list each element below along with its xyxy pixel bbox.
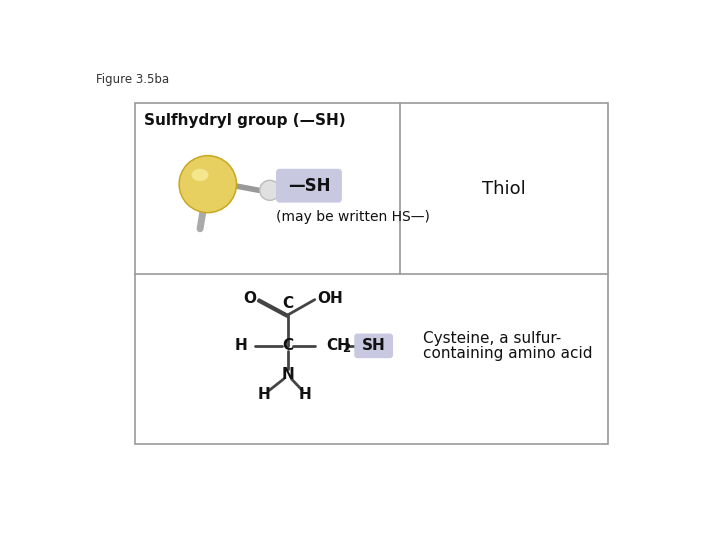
Text: (may be written HS—): (may be written HS—) <box>276 210 430 224</box>
Text: OH: OH <box>317 292 343 306</box>
Text: H: H <box>299 387 312 402</box>
Text: CH: CH <box>326 339 350 353</box>
Circle shape <box>180 157 235 212</box>
Text: 2: 2 <box>342 342 350 355</box>
Text: —SH: —SH <box>288 177 330 195</box>
Text: containing amino acid: containing amino acid <box>423 346 593 361</box>
Circle shape <box>260 180 280 200</box>
Ellipse shape <box>192 168 209 181</box>
Text: N: N <box>282 367 294 382</box>
Text: C: C <box>282 339 293 353</box>
Text: O: O <box>243 292 256 306</box>
Text: Sulfhydryl group (—SH): Sulfhydryl group (—SH) <box>144 112 346 127</box>
FancyBboxPatch shape <box>354 334 393 358</box>
Text: H: H <box>258 387 271 402</box>
Bar <box>135 103 608 444</box>
Text: H: H <box>235 339 248 353</box>
Text: C: C <box>282 296 293 311</box>
Circle shape <box>179 155 238 213</box>
Text: Cysteine, a sulfur-: Cysteine, a sulfur- <box>423 330 562 346</box>
Text: SH: SH <box>361 339 385 353</box>
FancyBboxPatch shape <box>276 168 342 202</box>
Text: Figure 3.5ba: Figure 3.5ba <box>96 72 169 85</box>
Text: Thiol: Thiol <box>482 180 526 198</box>
